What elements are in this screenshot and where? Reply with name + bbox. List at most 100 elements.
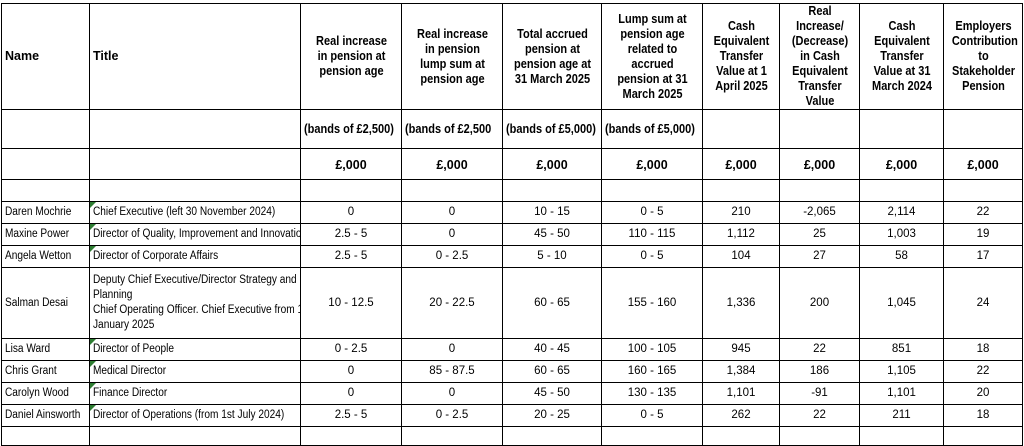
cell-c4: 110 - 115 <box>601 223 703 246</box>
cell-c3: 40 - 45 <box>502 338 602 361</box>
cell-c2: 0 <box>401 201 503 224</box>
cell-c2: 20 - 22.5 <box>401 267 503 339</box>
header-cetv-2025: Cash Equivalent Transfer Value at 1 Apri… <box>706 3 776 110</box>
pension-table: Name Title Real increase in pension at p… <box>1 3 1023 446</box>
cell-c1: 10 - 12.5 <box>300 267 402 339</box>
comment-marker-icon[interactable] <box>90 202 96 208</box>
unit-c7: £,000 <box>859 148 944 180</box>
blank-cell <box>859 426 944 446</box>
header-row: Name Title Real increase in pension at p… <box>1 3 1023 110</box>
header-real-increase-pension: Real increase in pension at pension age <box>306 3 396 110</box>
bands-empty-title <box>89 109 301 149</box>
cell-c5: 262 <box>702 404 780 427</box>
band-c4-text: (bands of £5,000) <box>605 121 695 136</box>
cell-c6: -2,065 <box>779 201 860 224</box>
title-text: Director of Corporate Affairs <box>93 250 219 262</box>
title-line-3: Chief Operating Officer. Chief Executive… <box>93 304 301 316</box>
cell-c6: 22 <box>779 338 860 361</box>
unit-c6: £,000 <box>779 148 860 180</box>
blank-cell <box>779 179 860 202</box>
blank-cell <box>943 179 1023 202</box>
cell-c5: 104 <box>702 245 780 268</box>
blank-cell <box>859 179 944 202</box>
cell-c8: 19 <box>943 223 1023 246</box>
comment-marker-icon[interactable] <box>90 339 96 345</box>
cell-c1: 0 <box>300 382 402 405</box>
comment-marker-icon[interactable] <box>90 224 96 230</box>
cell-c8: 22 <box>943 201 1023 224</box>
cell-c1: 0 <box>300 201 402 224</box>
unit-c5: £,000 <box>702 148 780 180</box>
header-real-increase-cetv: Real Increase/ (Decrease) in Cash Equiva… <box>783 3 856 110</box>
comment-marker-icon[interactable] <box>90 383 96 389</box>
cell-c6: 25 <box>779 223 860 246</box>
cell-c5: 1,101 <box>702 382 780 405</box>
unit-c4: £,000 <box>601 148 703 180</box>
table-row: Lisa Ward Director of People 0 - 2.5 0 4… <box>1 338 1023 361</box>
bands-empty-name <box>1 109 90 149</box>
comment-marker-icon[interactable] <box>90 405 96 411</box>
bands-empty-c6 <box>779 109 860 149</box>
cell-c2: 0 <box>401 338 503 361</box>
cell-title: Deputy Chief Executive/Director Strategy… <box>89 267 301 339</box>
cell-c4: 155 - 160 <box>601 267 703 339</box>
comment-marker-icon[interactable] <box>90 246 96 252</box>
title-text: Medical Director <box>93 365 167 377</box>
cell-c6: -91 <box>779 382 860 405</box>
cell-c3: 5 - 10 <box>502 245 602 268</box>
header-employer-contribution: Employers Contribution to Stakeholder Pe… <box>947 3 1019 110</box>
blank-cell <box>300 426 402 446</box>
name-text: Maxine Power <box>5 228 70 240</box>
header-title: Title <box>89 3 301 110</box>
cell-c6: 186 <box>779 360 860 383</box>
units-empty-title <box>89 148 301 180</box>
cell-c3: 60 - 65 <box>502 360 602 383</box>
title-line-1: Deputy Chief Executive/Director Strategy… <box>93 274 297 286</box>
cell-title: Director of Quality, Improvement and Inn… <box>89 223 301 246</box>
cell-name: Daren Mochrie <box>1 201 90 224</box>
cell-c4: 0 - 5 <box>601 245 703 268</box>
cell-c3: 45 - 50 <box>502 223 602 246</box>
blank-row <box>1 179 1023 202</box>
name-text: Carolyn Wood <box>5 387 69 399</box>
cell-title: Chief Executive (left 30 November 2024) <box>89 201 301 224</box>
band-c1: (bands of £2,500) <box>300 109 402 149</box>
title-line-4: January 2025 <box>93 319 155 331</box>
cell-c4: 0 - 5 <box>601 201 703 224</box>
name-text: Daren Mochrie <box>5 206 72 218</box>
cell-c7: 1,003 <box>859 223 944 246</box>
cell-c3: 60 - 65 <box>502 267 602 339</box>
cell-c6: 200 <box>779 267 860 339</box>
bands-empty-c5 <box>702 109 780 149</box>
cell-c1: 0 - 2.5 <box>300 338 402 361</box>
cell-c4: 130 - 135 <box>601 382 703 405</box>
cell-name: Salman Desai <box>1 267 90 339</box>
cell-c7: 1,045 <box>859 267 944 339</box>
units-row: £,000 £,000 £,000 £,000 £,000 £,000 £,00… <box>1 148 1023 180</box>
cell-c1: 2.5 - 5 <box>300 404 402 427</box>
band-c3-text: (bands of £5,000) <box>506 121 596 136</box>
cell-c2: 0 <box>401 223 503 246</box>
comment-marker-icon[interactable] <box>90 361 96 367</box>
cell-c2: 0 - 2.5 <box>401 404 503 427</box>
band-c3: (bands of £5,000) <box>502 109 602 149</box>
cell-c7: 1,105 <box>859 360 944 383</box>
blank-cell <box>401 426 503 446</box>
cell-title: Director of Corporate Affairs <box>89 245 301 268</box>
units-empty-name <box>1 148 90 180</box>
band-c1-text: (bands of £2,500) <box>304 121 394 136</box>
table-row: Daniel Ainsworth Director of Operations … <box>1 404 1023 427</box>
table-row: Chris Grant Medical Director 0 85 - 87.5… <box>1 360 1023 383</box>
cell-title: Director of Operations (from 1st July 20… <box>89 404 301 427</box>
unit-c2: £,000 <box>401 148 503 180</box>
blank-cell <box>89 426 301 446</box>
cell-title: Finance Director <box>89 382 301 405</box>
cell-c2: 85 - 87.5 <box>401 360 503 383</box>
table-row: Angela Wetton Director of Corporate Affa… <box>1 245 1023 268</box>
title-text: Director of Quality, Improvement and Inn… <box>93 228 301 240</box>
table-row: Maxine Power Director of Quality, Improv… <box>1 223 1023 246</box>
name-text: Angela Wetton <box>5 250 72 262</box>
title-text: Chief Executive (left 30 November 2024) <box>93 206 276 218</box>
cell-c6: 22 <box>779 404 860 427</box>
cell-c4: 160 - 165 <box>601 360 703 383</box>
